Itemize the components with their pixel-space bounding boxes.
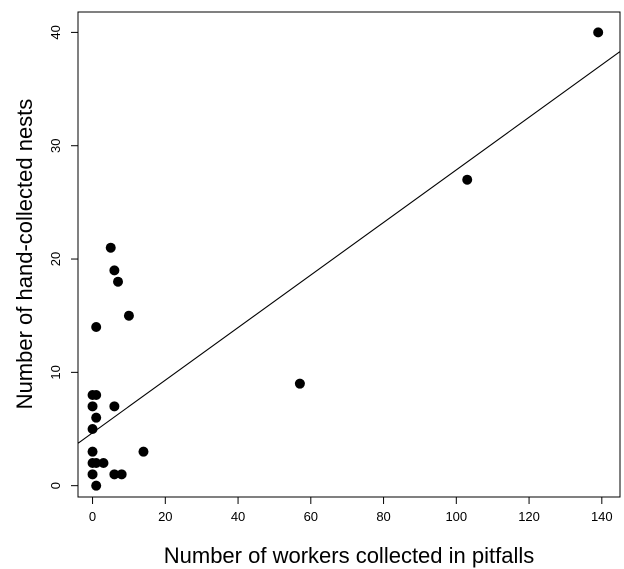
x-tick-label: 60 xyxy=(304,509,318,524)
x-tick-label: 140 xyxy=(591,509,613,524)
data-point xyxy=(87,469,98,480)
data-point xyxy=(138,446,149,457)
y-tick-label: 20 xyxy=(48,252,63,266)
data-points xyxy=(87,27,604,491)
data-point xyxy=(109,469,120,480)
x-tick-label: 100 xyxy=(445,509,467,524)
y-tick-label: 30 xyxy=(48,138,63,152)
data-point xyxy=(91,412,102,423)
y-axis-title: Number of hand-collected nests xyxy=(12,99,37,410)
data-point xyxy=(87,446,98,457)
data-point xyxy=(109,401,120,412)
data-point xyxy=(462,174,473,185)
y-tick-label: 10 xyxy=(48,365,63,379)
data-point xyxy=(113,276,124,287)
data-point xyxy=(593,27,604,38)
x-axis: 0 20 40 60 80 100 120 140 xyxy=(89,497,613,524)
data-point xyxy=(91,390,102,401)
data-point xyxy=(87,401,98,412)
data-point xyxy=(91,322,102,333)
data-point xyxy=(123,310,134,321)
data-point xyxy=(91,480,102,491)
x-tick-label: 40 xyxy=(231,509,245,524)
data-point xyxy=(109,265,120,276)
plot-area-frame xyxy=(77,11,621,498)
data-point xyxy=(294,378,305,389)
x-axis-title: Number of workers collected in pitfalls xyxy=(164,543,534,568)
regression-line xyxy=(77,51,621,444)
x-tick-label: 80 xyxy=(376,509,390,524)
x-tick-label: 20 xyxy=(158,509,172,524)
data-point xyxy=(91,458,102,469)
data-point xyxy=(98,458,109,469)
y-tick-label: 40 xyxy=(48,25,63,39)
data-point xyxy=(105,242,116,253)
regression-layer xyxy=(77,51,621,444)
data-point xyxy=(87,424,98,435)
x-tick-label: 0 xyxy=(89,509,96,524)
x-tick-label: 120 xyxy=(518,509,540,524)
data-point xyxy=(116,469,127,480)
y-axis: 0 10 20 30 40 xyxy=(48,25,78,489)
y-tick-label: 0 xyxy=(48,482,63,489)
